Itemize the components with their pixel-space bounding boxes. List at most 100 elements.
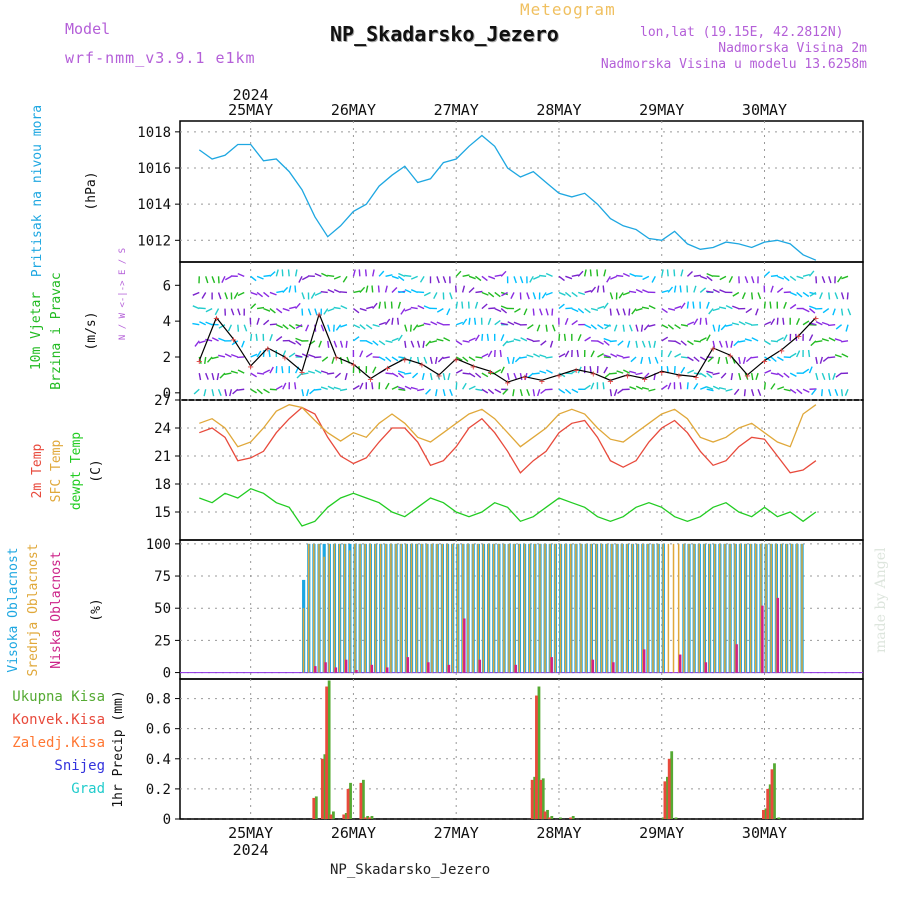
wind-arrow xyxy=(455,356,463,362)
precip-bar xyxy=(366,815,370,819)
wind-arrow xyxy=(359,307,367,312)
wind-marker: + xyxy=(710,344,716,355)
wind-marker: + xyxy=(744,371,750,382)
wind-arrow xyxy=(422,340,425,348)
model-name: wrf-nmm_v3.9.1 e1km xyxy=(65,49,256,67)
wind-arrow xyxy=(674,305,682,310)
wind-arrow xyxy=(269,366,274,374)
wind-arrow xyxy=(481,388,489,394)
wind-arrow xyxy=(661,308,668,314)
wind-arrow xyxy=(640,324,644,332)
wind-arrow xyxy=(589,366,592,374)
wind-arrow xyxy=(295,324,303,329)
wind-arrow xyxy=(622,324,625,332)
wind-arrow xyxy=(712,324,716,332)
wind-arrow xyxy=(449,388,453,397)
wind-arrow xyxy=(776,287,784,294)
wind-marker: + xyxy=(487,367,493,378)
wind-arrow xyxy=(429,340,438,344)
year-label-top: 2024 xyxy=(233,86,269,104)
wind-marker: + xyxy=(196,357,202,368)
wind-arrow xyxy=(551,324,556,332)
precip-bar xyxy=(663,781,667,819)
wind-arrow xyxy=(237,291,245,297)
wind-arrow xyxy=(720,324,727,331)
wind-arrow xyxy=(423,291,431,297)
wind-arrow xyxy=(622,308,626,316)
cloud-label-mid: Srednja Oblacnost xyxy=(26,543,41,676)
precip-bar xyxy=(550,815,554,819)
wind-arrow xyxy=(635,324,639,332)
wind-arrow xyxy=(783,334,788,342)
wind-arrow xyxy=(500,270,507,277)
wind-arrow xyxy=(433,292,438,300)
wind-arrow xyxy=(417,388,425,392)
wind-arrow xyxy=(603,269,607,277)
wind-arrow xyxy=(706,372,713,379)
wind-arrow xyxy=(622,272,630,277)
wind-arrow xyxy=(455,340,463,346)
wind-arrow xyxy=(835,324,843,330)
wind-arrow xyxy=(327,288,335,294)
wind-arrow xyxy=(819,356,823,364)
wind-arrow xyxy=(725,340,729,348)
wind-arrow xyxy=(828,373,831,381)
wind-arrow xyxy=(776,317,779,325)
wind-arrow xyxy=(412,372,419,379)
wind-arrow xyxy=(396,317,400,325)
wind-arrow xyxy=(473,317,477,325)
wind-arrow xyxy=(275,308,283,314)
wind-arrow xyxy=(565,275,573,280)
wind-arrow xyxy=(391,317,394,325)
ytick-label-wind: 4 xyxy=(163,314,171,330)
wind-arrow xyxy=(218,337,226,342)
wind-arrow xyxy=(847,308,852,316)
wind-unit: (m/s) xyxy=(84,311,99,350)
wind-arrow xyxy=(494,291,501,298)
wind-arrow xyxy=(384,301,387,309)
wind-arrow xyxy=(417,324,425,328)
wind-arrow xyxy=(475,275,482,282)
wind-marker: + xyxy=(470,362,476,373)
wind-arrow xyxy=(577,334,582,342)
wind-arrow xyxy=(770,372,778,376)
wind-arrow xyxy=(474,334,480,342)
wind-arrow xyxy=(288,352,296,358)
day-label-bottom: 25MAY xyxy=(228,824,273,842)
wind-arrow xyxy=(603,340,610,346)
wind-arrow xyxy=(224,292,228,300)
wind-arrow xyxy=(462,274,470,278)
wind-arrow xyxy=(795,318,801,326)
wind-arrow xyxy=(327,385,335,390)
wind-arrow xyxy=(436,307,444,313)
precip-axis-label: 1hr Precip (mm) xyxy=(111,690,126,807)
wind-arrow xyxy=(673,269,676,277)
wind-arrow xyxy=(474,301,479,309)
wind-arrow xyxy=(564,291,572,298)
precip-bar xyxy=(768,784,772,819)
wind-arrow xyxy=(744,338,752,342)
wind-axis-label-1: 10m Vjetar xyxy=(29,292,44,370)
wind-arrow xyxy=(481,353,489,358)
wind-arrow xyxy=(429,372,433,381)
wind-arrow xyxy=(481,333,484,341)
wind-arrow xyxy=(725,324,733,327)
wind-arrow xyxy=(751,356,759,359)
precip-bar xyxy=(535,695,538,819)
wind-arrow xyxy=(802,320,810,326)
wind-arrow xyxy=(339,291,348,294)
wind-arrow xyxy=(340,324,348,328)
ytick-label-cloud: 100 xyxy=(146,537,171,553)
wind-arrow xyxy=(205,307,213,313)
precip-bar xyxy=(674,817,678,819)
wind-arrow xyxy=(578,291,586,296)
wind-arrow xyxy=(301,275,309,281)
wind-arrow xyxy=(455,369,463,374)
precip-bar xyxy=(323,754,327,819)
wind-arrow xyxy=(635,340,638,348)
wind-arrow xyxy=(834,354,842,358)
ytick-label-precip: 0 xyxy=(163,812,171,828)
wind-arrow xyxy=(673,285,677,293)
wind-arrow xyxy=(327,324,331,332)
precip-bars-0 xyxy=(314,680,781,819)
